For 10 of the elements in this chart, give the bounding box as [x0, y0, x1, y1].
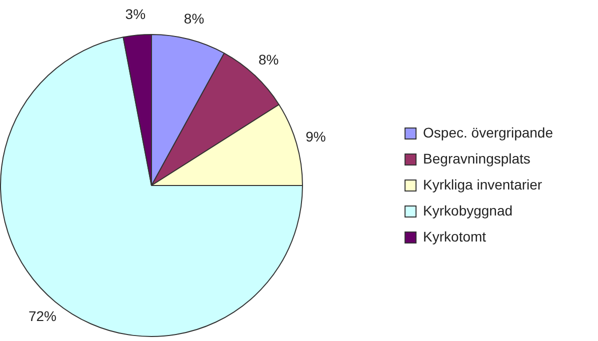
- data-label: 9%: [306, 128, 326, 145]
- data-label: 72%: [28, 308, 57, 324]
- legend-label: Kyrkotomt: [423, 228, 486, 244]
- data-label: 3%: [125, 6, 146, 22]
- legend-label: Kyrkliga inventarier: [423, 176, 542, 192]
- legend-label: Begravningsplats: [423, 150, 530, 166]
- legend-label: Kyrkobyggnad: [423, 202, 513, 218]
- legend-label: Ospec. övergripande: [423, 124, 554, 140]
- data-label: 8%: [184, 10, 204, 27]
- data-label: 8%: [258, 52, 279, 68]
